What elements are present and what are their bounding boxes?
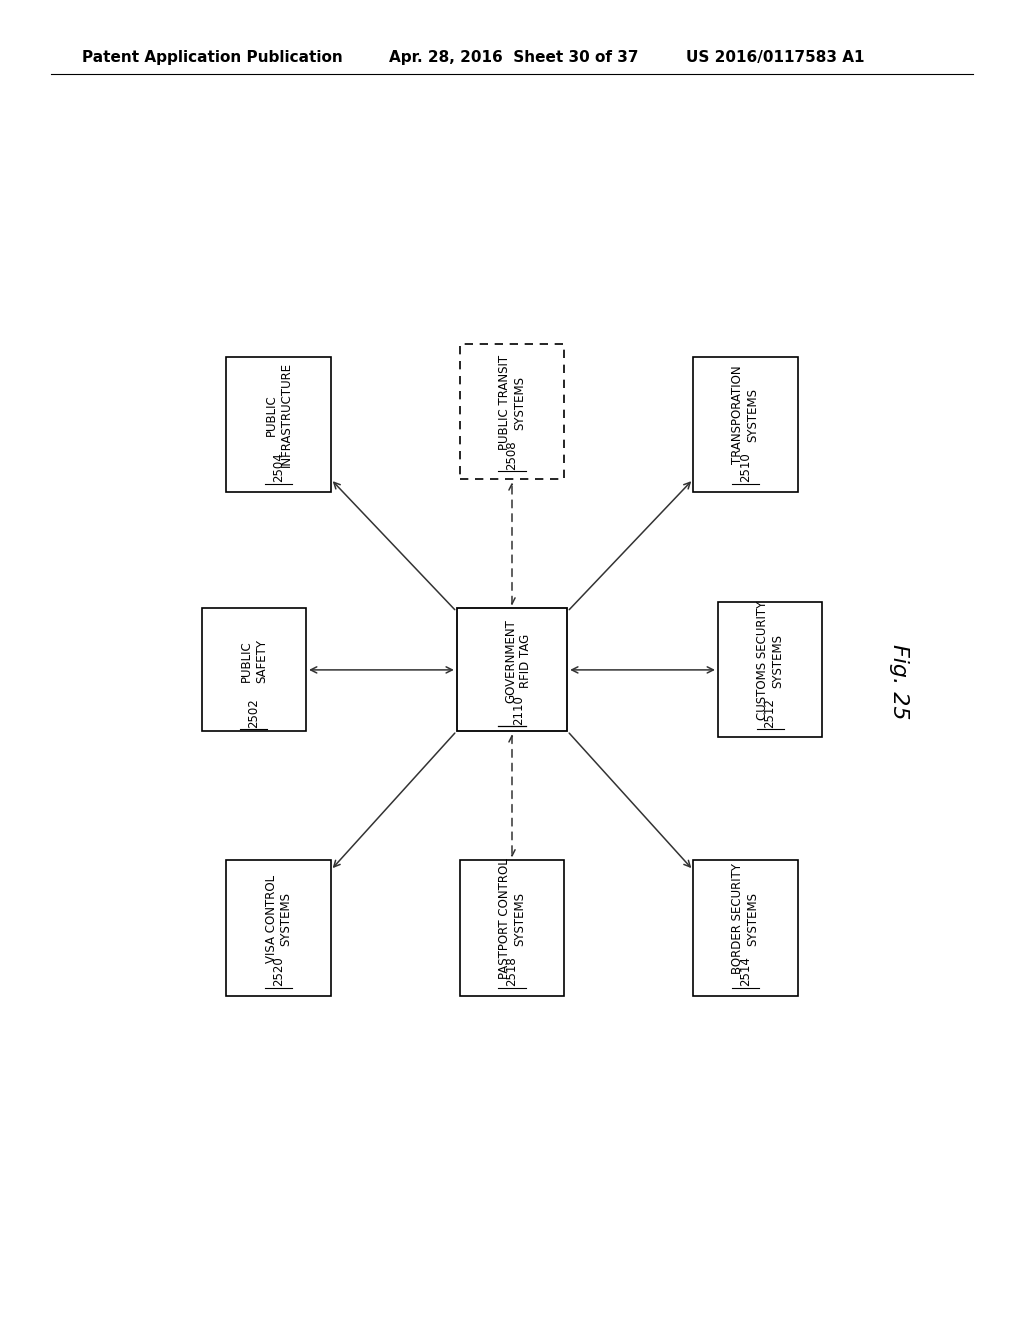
- Bar: [460, 345, 564, 479]
- Bar: [718, 602, 822, 738]
- Text: PUBLIC
SAFETY: PUBLIC SAFETY: [240, 639, 268, 682]
- Text: TRANSPORATION
SYSTEMS: TRANSPORATION SYSTEMS: [731, 366, 760, 465]
- Text: 2510: 2510: [739, 453, 752, 482]
- Text: 2520: 2520: [272, 956, 285, 986]
- Text: 2502: 2502: [248, 698, 260, 727]
- Bar: [226, 861, 331, 995]
- Bar: [693, 356, 798, 492]
- Text: Apr. 28, 2016  Sheet 30 of 37: Apr. 28, 2016 Sheet 30 of 37: [389, 50, 639, 65]
- Text: PUBLIC TRANSIT
SYSTEMS: PUBLIC TRANSIT SYSTEMS: [498, 355, 526, 450]
- Text: 2518: 2518: [506, 956, 518, 986]
- Bar: [457, 609, 567, 731]
- Text: 2508: 2508: [506, 440, 518, 470]
- Text: GOVERNMENT
RFID TAG: GOVERNMENT RFID TAG: [504, 619, 532, 702]
- Text: Patent Application Publication: Patent Application Publication: [82, 50, 343, 65]
- Text: Fig. 25: Fig. 25: [889, 644, 909, 719]
- Bar: [226, 356, 331, 492]
- Text: 2512: 2512: [764, 698, 776, 727]
- Text: US 2016/0117583 A1: US 2016/0117583 A1: [686, 50, 864, 65]
- Text: CUSTOMS SECURITY
SYSTEMS: CUSTOMS SECURITY SYSTEMS: [756, 601, 784, 721]
- Text: 2504: 2504: [272, 453, 285, 482]
- Text: BORDER SECURITY
SYSTEMS: BORDER SECURITY SYSTEMS: [731, 863, 760, 974]
- Bar: [460, 861, 564, 995]
- Bar: [693, 861, 798, 995]
- Text: PASTPORT CONTROL
SYSTEMS: PASTPORT CONTROL SYSTEMS: [498, 858, 526, 979]
- Bar: [202, 609, 306, 731]
- Text: PUBLIC
INFRASTRUCTURE: PUBLIC INFRASTRUCTURE: [264, 363, 293, 467]
- Text: VISA CONTROL
SYSTEMS: VISA CONTROL SYSTEMS: [264, 875, 293, 962]
- Text: 2514: 2514: [739, 956, 752, 986]
- Text: 2110: 2110: [512, 694, 524, 725]
